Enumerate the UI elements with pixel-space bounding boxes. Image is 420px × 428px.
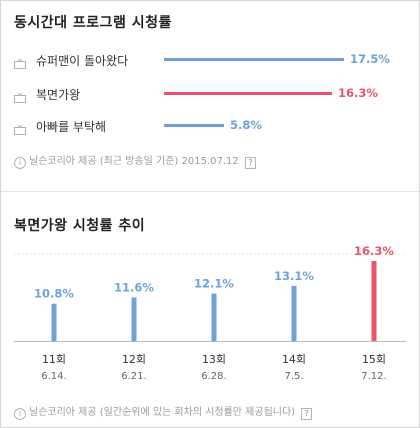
info-icon: i bbox=[14, 408, 26, 420]
episode-label: 12회 bbox=[122, 353, 146, 366]
rating-bar bbox=[164, 92, 332, 95]
section-title-trend: 복면가왕 시청률 추이 bbox=[14, 218, 146, 234]
rating-value: 5.8% bbox=[230, 118, 262, 132]
episode-date: 7.12. bbox=[361, 371, 386, 381]
program-row[interactable]: 슈퍼맨이 돌아왔다 17.5% bbox=[14, 51, 414, 71]
source-note-trend: i 닐슨코리아 제공 (일간순위에 있는 회차의 시청률만 제공됩니다) ? bbox=[14, 403, 313, 420]
help-icon[interactable]: ? bbox=[301, 408, 313, 420]
episode-label: 13회 bbox=[202, 353, 226, 366]
rating-trend-chart: 10.8% 11회 6.14. 11.6% 12회 6.21. 12.1% 13회 6.28. 1… bbox=[14, 244, 406, 381]
trend-value-label: 11.6% bbox=[114, 281, 154, 295]
episode-date: 6.14. bbox=[41, 371, 66, 381]
episode-label: 11회 bbox=[42, 353, 66, 366]
trend-value-label: 10.8% bbox=[34, 287, 74, 301]
info-icon: i bbox=[14, 157, 26, 169]
tv-icon bbox=[14, 54, 26, 69]
trend-bar bbox=[291, 285, 297, 341]
episode-date: 7.5. bbox=[284, 371, 303, 381]
rating-bar bbox=[164, 58, 344, 61]
help-icon[interactable]: ? bbox=[244, 157, 256, 169]
tv-icon bbox=[14, 120, 26, 135]
section-divider bbox=[1, 191, 419, 192]
source-note: i 닐슨코리아 제공 (최근 방송일 기준) 2015.07.12 ? bbox=[14, 152, 256, 169]
trend-bar bbox=[211, 293, 217, 341]
trend-bar bbox=[51, 303, 57, 341]
trend-value-label: 16.3% bbox=[354, 244, 394, 258]
program-row[interactable]: 복면가왕 16.3% bbox=[14, 85, 414, 105]
trend-bar bbox=[131, 297, 137, 341]
program-name[interactable]: 아빠를 부탁해 bbox=[36, 120, 107, 134]
episode-label: 14회 bbox=[282, 353, 306, 366]
rating-value: 16.3% bbox=[338, 86, 378, 100]
section-title-ratings: 동시간대 프로그램 시청률 bbox=[14, 15, 172, 31]
program-name[interactable]: 슈퍼맨이 돌아왔다 bbox=[36, 54, 129, 68]
episode-label: 15회 bbox=[362, 353, 386, 366]
episode-date: 6.21. bbox=[121, 371, 146, 381]
trend-value-label: 13.1% bbox=[274, 269, 314, 283]
trend-value-label: 12.1% bbox=[194, 277, 234, 291]
program-name[interactable]: 복면가왕 bbox=[36, 88, 81, 102]
rating-bar bbox=[164, 124, 224, 127]
episode-date: 6.28. bbox=[201, 371, 226, 381]
program-row[interactable]: 아빠를 부탁해 5.8% bbox=[14, 117, 414, 137]
trend-bar bbox=[371, 261, 377, 341]
rating-value: 17.5% bbox=[350, 52, 390, 66]
tv-icon bbox=[14, 88, 26, 103]
